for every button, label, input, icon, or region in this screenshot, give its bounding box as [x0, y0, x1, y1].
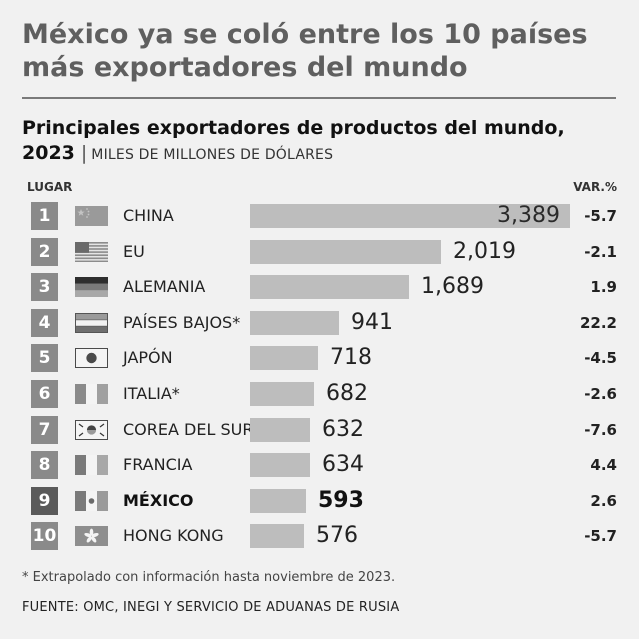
- china-flag-icon: [75, 206, 108, 226]
- bar-row: 8 FRANCIA 634 4.4: [0, 450, 639, 480]
- rank-badge: 10: [31, 522, 58, 551]
- netherlands-flag-icon: [75, 312, 108, 333]
- var-percent: 22.2: [579, 313, 617, 332]
- bar-row: 6 ITALIA* 682 -2.6: [0, 379, 639, 409]
- bar-row: 4 PAÍSES BAJOS* 941 22.2: [0, 308, 639, 338]
- headline-line-1: México ya se coló entre los 10 países: [22, 19, 588, 50]
- bar-row: 10 HONG KONG 576 -5.7: [0, 521, 639, 551]
- var-percent: 2.6: [590, 491, 617, 510]
- value-label: 576: [316, 523, 358, 549]
- var-percent: -5.7: [584, 527, 617, 546]
- country-label: COREA DEL SUR: [123, 419, 254, 439]
- value-label: 593: [318, 487, 364, 513]
- var-percent: -7.6: [584, 420, 617, 439]
- hong-kong-flag-icon: [75, 526, 108, 547]
- chart-year: 2023: [22, 142, 75, 164]
- country-label: FRANCIA: [123, 455, 193, 475]
- value-label: 682: [326, 381, 368, 406]
- var-percent: -4.5: [584, 349, 617, 368]
- bar: [250, 310, 339, 335]
- title-separator: |: [80, 142, 88, 164]
- headline-line-2: más exportadores del mundo: [22, 52, 468, 83]
- rank-badge: 6: [31, 380, 58, 408]
- value-label: 3,389: [497, 203, 560, 228]
- country-label: EU: [123, 241, 145, 261]
- bar: [250, 453, 310, 478]
- italy-flag-icon: [75, 384, 108, 404]
- footnote: * Extrapolado con información hasta novi…: [22, 570, 396, 585]
- var-percent: -2.6: [584, 385, 617, 403]
- chart-title: Principales exportadores de productos de…: [22, 117, 565, 139]
- bar: [250, 346, 318, 371]
- japan-flag-icon: [75, 348, 108, 369]
- bar-row: 7 COREA DEL SUR 632 -7.6: [0, 415, 639, 445]
- south-korea-flag-icon: [75, 419, 108, 440]
- country-label: MÉXICO: [123, 490, 194, 510]
- var-percent: -2.1: [584, 242, 617, 261]
- bar: [250, 417, 310, 442]
- rank-badge: 3: [31, 273, 58, 302]
- source-note: FUENTE: OMC, INEGI Y SERVICIO DE ADUANAS…: [22, 600, 400, 615]
- mexico-flag-icon: [75, 490, 108, 511]
- rank-badge: 1: [31, 202, 58, 230]
- bar: [250, 239, 441, 264]
- germany-flag-icon: [75, 277, 108, 298]
- value-label: 2,019: [453, 238, 516, 264]
- column-header-rank: LUGAR: [27, 180, 73, 194]
- bar: [250, 204, 570, 228]
- bar: [250, 382, 314, 406]
- value-label: 941: [351, 309, 393, 335]
- bar-row: 9 MÉXICO 593 2.6: [0, 486, 639, 516]
- chart-subtitle: 2023 | MILES DE MILLONES DE DÓLARES: [22, 141, 333, 168]
- headline-divider: [22, 97, 616, 99]
- var-percent: -5.7: [584, 207, 617, 225]
- country-label: HONG KONG: [123, 526, 224, 546]
- value-label: 632: [322, 416, 364, 442]
- rank-badge: 9: [31, 486, 58, 515]
- bar-row: 3 ALEMANIA 1,689 1.9: [0, 272, 639, 302]
- rank-badge: 4: [31, 308, 58, 337]
- bar-row: 1 CHINA 3,389 -5.7: [0, 201, 639, 231]
- country-label: CHINA: [123, 206, 174, 225]
- usa-flag-icon: [75, 241, 108, 262]
- rank-badge: 5: [31, 344, 58, 373]
- value-label: 634: [322, 452, 364, 478]
- bar-row: 2 EU 2,019 -2.1: [0, 237, 639, 267]
- var-percent: 1.9: [590, 278, 617, 297]
- headline: México ya se coló entre los 10 países má…: [22, 18, 622, 84]
- var-percent: 4.4: [590, 456, 617, 475]
- rank-badge: 2: [31, 237, 58, 266]
- value-label: 1,689: [421, 274, 484, 300]
- bar: [250, 524, 304, 549]
- bar: [250, 488, 306, 513]
- value-label: 718: [330, 345, 372, 371]
- country-label: JAPÓN: [123, 348, 173, 368]
- rank-badge: 7: [31, 415, 58, 444]
- france-flag-icon: [75, 455, 108, 476]
- column-header-var: VAR.%: [573, 180, 617, 194]
- country-label: PAÍSES BAJOS*: [123, 312, 241, 332]
- country-label: ITALIA*: [123, 384, 180, 403]
- country-label: ALEMANIA: [123, 277, 206, 297]
- rank-badge: 8: [31, 451, 58, 480]
- bar: [250, 275, 409, 300]
- chart-unit: MILES DE MILLONES DE DÓLARES: [91, 147, 334, 163]
- bar-row: 5 JAPÓN 718 -4.5: [0, 343, 639, 373]
